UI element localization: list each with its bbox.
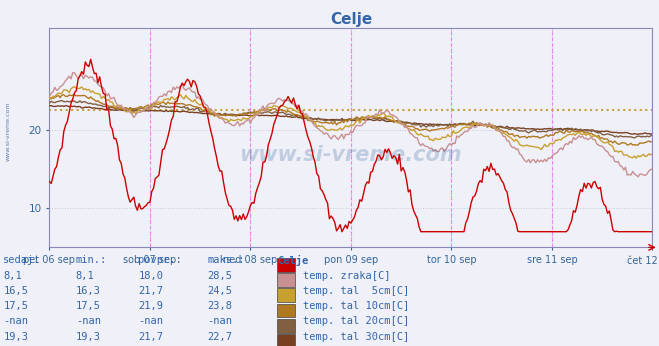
Text: temp. zraka[C]: temp. zraka[C] xyxy=(303,271,391,281)
Bar xyxy=(277,273,295,287)
Text: 23,8: 23,8 xyxy=(208,301,233,311)
Text: www.si-vreme.com: www.si-vreme.com xyxy=(240,145,462,165)
Text: min.:: min.: xyxy=(76,255,107,265)
Text: 19,3: 19,3 xyxy=(3,332,28,342)
Bar xyxy=(277,303,295,317)
Text: 8,1: 8,1 xyxy=(3,271,22,281)
Text: 21,7: 21,7 xyxy=(138,286,163,296)
Text: 19,3: 19,3 xyxy=(76,332,101,342)
Text: 21,9: 21,9 xyxy=(138,301,163,311)
Text: maks.:: maks.: xyxy=(208,255,245,265)
Text: 17,5: 17,5 xyxy=(76,301,101,311)
Text: Celje: Celje xyxy=(277,255,308,266)
Text: 24,5: 24,5 xyxy=(208,286,233,296)
Bar xyxy=(277,334,295,346)
Text: -nan: -nan xyxy=(208,316,233,326)
Text: 16,5: 16,5 xyxy=(3,286,28,296)
Text: -nan: -nan xyxy=(138,316,163,326)
Text: 17,5: 17,5 xyxy=(3,301,28,311)
Text: 18,0: 18,0 xyxy=(138,271,163,281)
Text: povpr.:: povpr.: xyxy=(138,255,182,265)
Text: sedaj:: sedaj: xyxy=(3,255,41,265)
Text: temp. tal 20cm[C]: temp. tal 20cm[C] xyxy=(303,316,409,326)
Text: 16,3: 16,3 xyxy=(76,286,101,296)
Text: 8,1: 8,1 xyxy=(76,271,94,281)
Text: 22,7: 22,7 xyxy=(208,332,233,342)
Text: temp. tal 30cm[C]: temp. tal 30cm[C] xyxy=(303,332,409,342)
Text: -nan: -nan xyxy=(3,316,28,326)
Bar xyxy=(277,288,295,302)
Text: 21,7: 21,7 xyxy=(138,332,163,342)
Bar xyxy=(277,319,295,333)
Text: www.si-vreme.com: www.si-vreme.com xyxy=(5,102,11,161)
Text: temp. tal 10cm[C]: temp. tal 10cm[C] xyxy=(303,301,409,311)
Text: temp. tal  5cm[C]: temp. tal 5cm[C] xyxy=(303,286,409,296)
Text: -nan: -nan xyxy=(76,316,101,326)
Text: 28,5: 28,5 xyxy=(208,271,233,281)
Bar xyxy=(277,258,295,272)
Title: Celje: Celje xyxy=(330,11,372,27)
